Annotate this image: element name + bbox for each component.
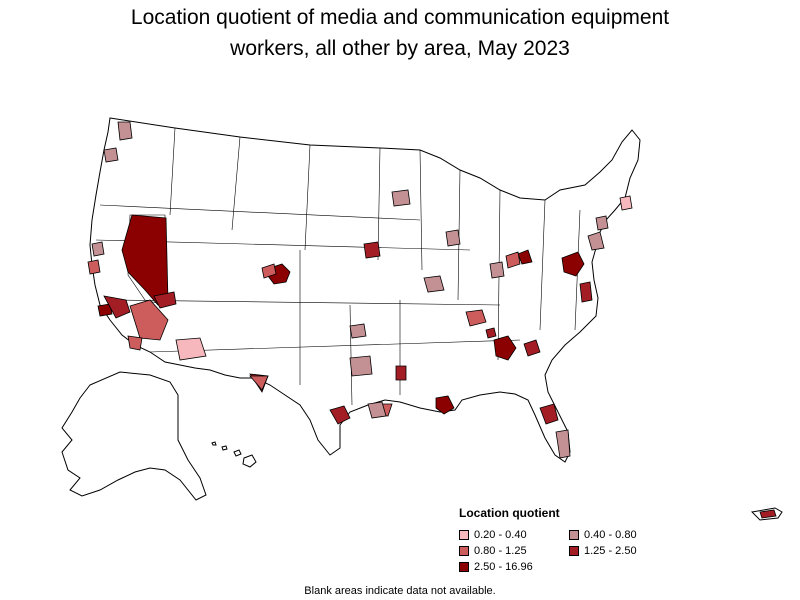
area-washington-dc <box>561 251 585 277</box>
legend-label: 0.20 - 0.40 <box>474 529 527 541</box>
area-south-carolina <box>523 339 541 357</box>
legend-label: 2.50 - 16.96 <box>474 561 533 573</box>
legend-item-0-40-0-80: 0.40 - 0.80 <box>569 529 637 541</box>
legend-label: 0.40 - 0.80 <box>584 529 637 541</box>
hawaii-island-maui <box>233 449 242 457</box>
area-pittsburgh <box>517 249 533 265</box>
legend-label: 0.80 - 1.25 <box>474 545 527 557</box>
legend-label: 1.25 - 2.50 <box>584 545 637 557</box>
area-mississippi <box>395 365 407 381</box>
area-florida-tampa <box>539 403 559 425</box>
area-phoenix <box>175 337 207 361</box>
footnote: Blank areas indicate data not available. <box>304 585 496 597</box>
area-los-angeles-north <box>91 241 105 257</box>
hawaii-island-oahu <box>221 445 228 451</box>
area-minneapolis <box>391 189 411 207</box>
area-virginia <box>579 281 593 303</box>
area-tennessee <box>485 327 497 339</box>
continental-us-outline <box>89 117 641 463</box>
area-seattle <box>117 121 133 141</box>
area-kentucky <box>465 309 487 327</box>
area-los-angeles <box>97 303 113 317</box>
legend-item-1-25-2-50: 1.25 - 2.50 <box>569 545 637 557</box>
area-ohio <box>505 251 521 269</box>
area-iowa <box>363 241 381 259</box>
area-el-paso <box>249 375 269 391</box>
area-florida-south <box>555 429 571 459</box>
legend-swatch <box>459 530 469 540</box>
legend-title: Location quotient <box>459 506 560 520</box>
area-boston <box>619 195 633 211</box>
legend-item-2-50-16-96: 2.50 - 16.96 <box>459 561 533 573</box>
area-las-vegas <box>153 291 177 309</box>
area-san-antonio <box>367 401 387 419</box>
area-sacramento <box>87 259 101 275</box>
legend-swatch <box>569 530 579 540</box>
area-new-orleans <box>435 395 455 415</box>
area-austin <box>329 405 351 425</box>
area-new-jersey <box>595 215 609 231</box>
map-title-line-2: workers, all other by area, May 2023 <box>230 37 570 60</box>
area-san-bernardino <box>103 295 131 319</box>
hawaii-island-kauai <box>211 441 217 446</box>
area-nevada <box>121 214 169 306</box>
area-pennsylvania <box>587 231 605 251</box>
area-indiana <box>489 261 505 279</box>
hawaii-island-big <box>242 454 257 468</box>
alaska-outline <box>61 371 207 501</box>
map-title: Location quotient of media and communica… <box>0 2 800 64</box>
area-puerto-rico <box>759 509 777 519</box>
legend-swatch <box>459 562 469 572</box>
area-oklahoma <box>349 323 367 339</box>
area-portland <box>103 147 119 163</box>
area-california-south <box>129 299 169 341</box>
area-chicago <box>445 229 461 247</box>
area-colorado-springs <box>261 263 277 279</box>
area-dallas <box>349 355 373 377</box>
area-atlanta <box>493 335 517 361</box>
area-missouri <box>423 275 445 293</box>
state-boundaries <box>95 127 581 406</box>
legend-item-0-20-0-40: 0.20 - 0.40 <box>459 529 527 541</box>
legend-item-0-80-1-25: 0.80 - 1.25 <box>459 545 527 557</box>
map-title-line-1: Location quotient of media and communica… <box>130 6 670 29</box>
legend-swatch <box>569 546 579 556</box>
legend-swatch <box>459 546 469 556</box>
area-san-diego <box>127 335 143 351</box>
